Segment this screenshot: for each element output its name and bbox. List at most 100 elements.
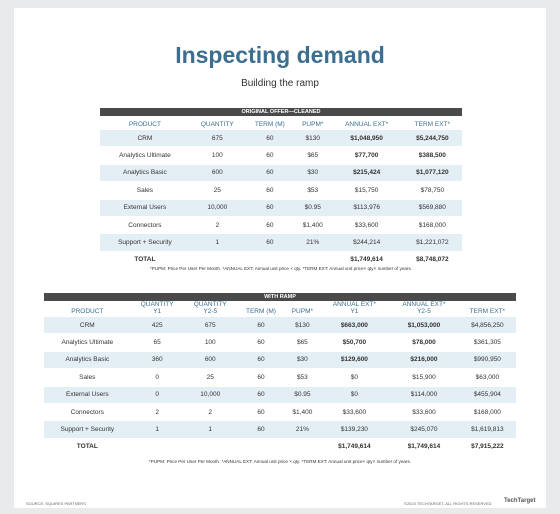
cell: Connectors (44, 403, 131, 422)
table-head: WITH RAMP PRODUCT QUANTITY Y1 QUANTITY Y2-5 TE… (44, 293, 516, 317)
cell: 100 (189, 146, 245, 165)
cell: $77,700 (330, 146, 403, 165)
cell: $130 (294, 130, 331, 148)
cell: 65 (130, 333, 184, 352)
column-header: TERM EXT* (459, 301, 516, 317)
cell: 360 (130, 351, 184, 370)
cell: 600 (189, 164, 245, 183)
cell: 21% (285, 420, 320, 439)
total-label: TOTAL (44, 437, 131, 457)
cell: $1,221,072 (402, 233, 462, 252)
cell: 60 (236, 386, 286, 404)
cell: $1,053,000 (389, 317, 459, 335)
copyright: ©2023 TECHTARGET. ALL RIGHTS RESERVED (404, 501, 492, 506)
header-line: PRODUCT (128, 121, 161, 128)
column-header: ANNUAL EXT* (331, 116, 403, 130)
cell: 60 (236, 420, 286, 439)
cell: $30 (285, 351, 320, 370)
header-line: PUPM* (291, 308, 314, 315)
cell: $30 (294, 164, 331, 183)
cell: $1,400 (294, 216, 331, 235)
cell: $65 (294, 146, 331, 165)
cell: 1 (189, 233, 245, 252)
footnote: *PUPM: Price Per User Per Month. *ANNUAL… (149, 266, 413, 271)
empty-cell (130, 437, 184, 457)
cell: 60 (244, 164, 295, 183)
cell: 675 (183, 317, 237, 335)
cell: 60 (236, 351, 286, 370)
total-row: TOTAL $1,749,614 $8,748,072 (100, 250, 462, 270)
cell: 2 (189, 216, 245, 235)
cell: 60 (244, 146, 295, 165)
row: Analytics Basic 360 600 60 $30 $129,600 $216,0… (44, 351, 516, 370)
cell: $663,000 (319, 317, 390, 335)
cell: $1,619,813 (458, 420, 516, 439)
cell: $53 (285, 368, 320, 387)
title: Inspecting demand (175, 42, 385, 68)
total-value: $1,749,614 (330, 250, 403, 270)
cell: 1 (130, 420, 184, 439)
cell: Analytics Ultimate (100, 146, 190, 165)
cell: $114,000 (389, 386, 459, 404)
caption: ORIGINAL OFFER—CLEANED (100, 108, 462, 116)
row: Support + Security 1 1 60 21% $139,230 $245,07… (44, 420, 516, 439)
cell: $0.95 (285, 386, 320, 404)
table-head: ORIGINAL OFFER—CLEANED PRODUCT QUANTITY TER… (100, 108, 462, 130)
total-row: TOTAL $1,749,614 $1,749,614 $7,915,222 (44, 437, 516, 457)
header-line: Y1 (153, 308, 162, 315)
cell: 10,000 (189, 199, 245, 217)
cell: Analytics Basic (100, 164, 190, 183)
cell: $50,700 (319, 333, 390, 352)
empty-cell (285, 437, 320, 457)
empty-cell (294, 250, 331, 270)
row: External Users 0 10,000 60 $0.95 $0 $114,000 $4… (44, 386, 516, 404)
cell: 25 (183, 368, 237, 387)
cell: Analytics Ultimate (44, 333, 131, 352)
cell: 2 (183, 403, 237, 422)
column-header: PRODUCT (100, 116, 190, 130)
row: Analytics Ultimate 100 60 $65 $77,700 $388,50… (100, 146, 462, 165)
header-row: PRODUCT QUANTITY TERM (M) PUPM* ANNUAL EXT* T… (100, 116, 462, 130)
caption-row: ORIGINAL OFFER—CLEANED (100, 108, 462, 116)
header-line: ANNUAL EXT* (402, 301, 446, 308)
row: Sales 25 60 $53 $15,750 $78,750 (100, 181, 462, 200)
header-line: QUANTITY (193, 301, 227, 308)
cell: $5,244,750 (402, 130, 462, 148)
cell: 60 (236, 333, 286, 352)
cell: Sales (100, 181, 190, 200)
cell: $15,750 (330, 181, 403, 200)
header-line: ANNUAL EXT* (332, 301, 376, 308)
header-line: ANNUAL EXT* (345, 121, 389, 128)
column-header: QUANTITY (190, 116, 245, 130)
column-header: PUPM* (295, 116, 331, 130)
cell: $168,000 (402, 216, 462, 235)
cell: Analytics Basic (44, 351, 131, 370)
cell: 60 (244, 233, 295, 252)
cell: CRM (100, 130, 190, 148)
column-header: PRODUCT (44, 301, 131, 317)
table-body: CRM 675 60 $130 $1,048,950 $5,244,750 Analytic… (100, 130, 462, 270)
header-line: TERM (M) (254, 121, 285, 128)
column-header: ANNUAL EXT* Y1 (320, 301, 390, 317)
cell: 600 (183, 351, 237, 370)
cell: $129,600 (319, 351, 390, 370)
column-header: QUANTITY Y1 (131, 301, 184, 317)
cell: $215,424 (330, 164, 403, 183)
cell: $65 (285, 333, 320, 352)
cell: CRM (44, 317, 131, 335)
cell: $216,000 (389, 351, 459, 370)
header-line: TERM EXT* (414, 121, 451, 128)
cell: $245,070 (389, 420, 459, 439)
cell: $130 (285, 317, 320, 335)
cell: Connectors (100, 216, 190, 235)
header-line: TERM EXT* (469, 308, 506, 315)
header-line: PUPM* (302, 121, 324, 128)
cell: $53 (294, 181, 331, 200)
table: ORIGINAL OFFER—CLEANED PRODUCT QUANTITY TER… (100, 108, 462, 270)
cell: 60 (244, 181, 295, 200)
cell: Support + Security (44, 420, 131, 439)
cell: $1,077,120 (402, 164, 462, 183)
row: Sales 0 25 60 $53 $0 $15,900 $63,000 (44, 368, 516, 387)
table: WITH RAMP PRODUCT QUANTITY Y1 QUANTITY Y2-5 TE… (44, 293, 516, 457)
